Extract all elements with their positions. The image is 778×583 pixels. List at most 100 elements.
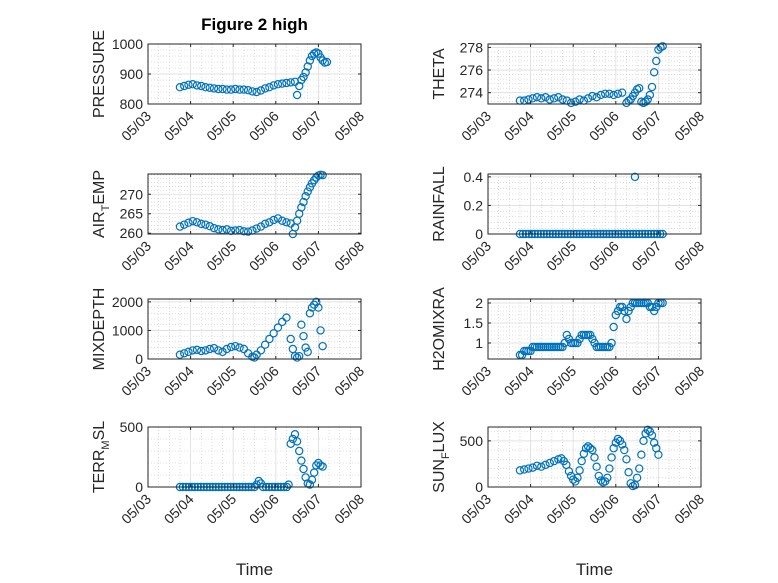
data-point bbox=[256, 222, 266, 231]
data-point bbox=[316, 326, 325, 335]
data-point bbox=[312, 297, 321, 307]
data-point bbox=[643, 425, 652, 434]
subplot-h2omixra: 1 1.5 2 05/03 05/04 05/05 05/06 05/07 05/08 H2OMI… bbox=[431, 287, 707, 399]
x-tick-label: 05/07 bbox=[288, 491, 324, 527]
y-tick-label: 500 bbox=[120, 419, 144, 435]
data-point bbox=[524, 464, 533, 473]
data-point bbox=[299, 197, 308, 207]
x-tick-label: 05/08 bbox=[671, 108, 707, 144]
data-point bbox=[180, 349, 189, 358]
data-point bbox=[282, 78, 291, 88]
data-point bbox=[282, 313, 291, 322]
y-tick-label: 2000 bbox=[112, 294, 143, 310]
data-point bbox=[558, 95, 567, 104]
data-point bbox=[588, 334, 597, 344]
data-point bbox=[649, 438, 659, 447]
data-point bbox=[569, 475, 578, 484]
data-point bbox=[611, 310, 621, 320]
data-point bbox=[617, 302, 627, 312]
data-point bbox=[201, 346, 210, 355]
y-axis-label: PRESSURE bbox=[91, 30, 108, 118]
data-point bbox=[292, 353, 302, 362]
data-point bbox=[288, 434, 298, 444]
data-point bbox=[524, 95, 533, 104]
x-tick-label: 05/03 bbox=[118, 363, 154, 399]
data-point bbox=[305, 56, 315, 65]
data-point bbox=[575, 466, 584, 475]
data-point bbox=[277, 79, 287, 88]
x-tick-label: 05/06 bbox=[246, 238, 282, 274]
data-point bbox=[180, 81, 189, 91]
data-point bbox=[630, 480, 640, 490]
data-point bbox=[299, 464, 308, 474]
data-point bbox=[297, 456, 306, 465]
subplot-theta: 274 276 278 05/03 05/04 05/05 05/06 05/07 05/08 T… bbox=[431, 39, 707, 144]
x-tick-label: 05/08 bbox=[331, 363, 367, 399]
data-point bbox=[205, 344, 214, 354]
data-point bbox=[318, 462, 327, 471]
data-point bbox=[537, 94, 546, 103]
data-point bbox=[573, 473, 582, 482]
data-point bbox=[260, 219, 270, 229]
x-tick-label: 05/08 bbox=[331, 238, 367, 274]
data-point bbox=[265, 82, 274, 92]
data-point bbox=[192, 345, 202, 355]
data-point bbox=[541, 93, 550, 102]
x-tick-label: 05/03 bbox=[458, 108, 494, 144]
data-point bbox=[314, 303, 323, 312]
x-tick-label: 05/03 bbox=[458, 363, 494, 399]
data-point bbox=[620, 306, 629, 316]
data-point bbox=[600, 89, 610, 99]
x-tick-label: 05/06 bbox=[246, 491, 282, 527]
y-tick-label: 270 bbox=[120, 186, 144, 202]
data-point bbox=[252, 224, 261, 233]
y-tick-label: 0.2 bbox=[464, 197, 484, 213]
data-point bbox=[218, 84, 227, 94]
data-point bbox=[303, 347, 312, 357]
data-point bbox=[541, 460, 550, 470]
y-tick-label: 260 bbox=[120, 225, 144, 241]
data-point bbox=[607, 453, 616, 462]
x-tick-label: 05/08 bbox=[331, 491, 367, 527]
x-tick-label: 05/08 bbox=[331, 108, 367, 144]
data-point bbox=[620, 445, 629, 455]
data-point bbox=[303, 187, 312, 196]
data-point bbox=[558, 342, 567, 352]
x-tick-label: 05/07 bbox=[288, 238, 324, 274]
y-tick-label: 276 bbox=[460, 62, 484, 78]
data-point bbox=[554, 93, 563, 102]
data-point bbox=[188, 346, 197, 355]
data-point bbox=[571, 97, 580, 106]
data-point bbox=[243, 227, 253, 236]
data-point bbox=[184, 218, 193, 227]
y-tick-label: 1000 bbox=[112, 322, 143, 338]
data-point bbox=[180, 220, 189, 229]
data-point bbox=[282, 218, 291, 227]
data-point bbox=[562, 330, 572, 340]
data-point bbox=[613, 434, 623, 444]
y-tick-label: 0.4 bbox=[464, 169, 484, 185]
data-point bbox=[301, 343, 310, 352]
x-tick-label: 05/04 bbox=[161, 238, 197, 274]
axes-box bbox=[147, 426, 362, 488]
data-point bbox=[658, 42, 667, 51]
axes-box bbox=[487, 298, 702, 360]
data-point bbox=[545, 458, 554, 468]
data-point bbox=[318, 341, 327, 351]
y-axis-label: RAINFALL bbox=[431, 166, 448, 242]
data-point bbox=[312, 461, 321, 470]
data-point bbox=[239, 85, 249, 94]
data-point bbox=[528, 463, 537, 472]
data-point bbox=[583, 94, 593, 103]
data-point bbox=[564, 467, 574, 476]
data-point bbox=[309, 176, 319, 185]
data-point bbox=[292, 90, 302, 100]
axes-box bbox=[147, 298, 362, 360]
data-point bbox=[273, 79, 283, 89]
data-point bbox=[277, 216, 287, 225]
y-tick-label: 500 bbox=[460, 433, 484, 449]
data-point bbox=[575, 95, 584, 104]
data-point bbox=[197, 219, 206, 229]
data-point bbox=[515, 466, 525, 475]
x-tick-label: 05/03 bbox=[118, 108, 154, 144]
